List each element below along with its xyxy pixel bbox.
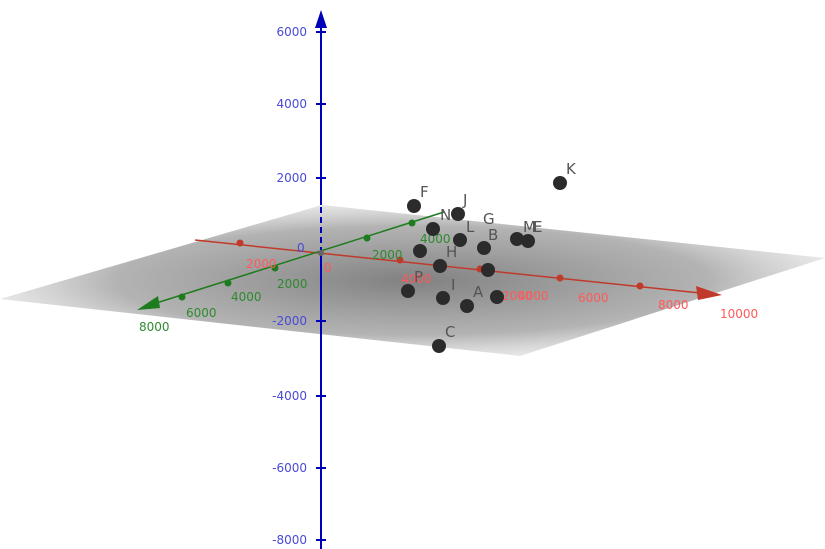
x-tick-label: 4000 bbox=[518, 289, 549, 303]
point-label-h: H bbox=[446, 243, 457, 261]
x-axis bbox=[194, 239, 722, 300]
point-label-b: B bbox=[488, 226, 498, 244]
point-n[interactable] bbox=[426, 222, 440, 236]
x-axis-arrow bbox=[696, 286, 722, 300]
point-i[interactable] bbox=[436, 291, 450, 305]
y-axis-point bbox=[271, 264, 279, 272]
point-label-g: G bbox=[483, 210, 495, 228]
z-origin-label: 0 bbox=[297, 241, 305, 255]
y-tick-label: 8000 bbox=[139, 320, 170, 334]
z-tick-label: -6000 bbox=[272, 461, 307, 475]
point-j[interactable] bbox=[451, 207, 465, 221]
point-label-j: J bbox=[462, 191, 467, 209]
z-tick-label: -4000 bbox=[272, 389, 307, 403]
y-tick-label: 6000 bbox=[186, 306, 217, 320]
point-h[interactable] bbox=[433, 259, 447, 273]
point-label-a: A bbox=[473, 283, 484, 301]
x-axis-point bbox=[636, 282, 644, 290]
z-axis-arrow bbox=[315, 10, 327, 28]
point-unlabeled[interactable] bbox=[481, 263, 495, 277]
xy-plane bbox=[0, 205, 825, 356]
point-e[interactable] bbox=[521, 234, 535, 248]
y-tick-label: 4000 bbox=[231, 290, 262, 304]
y-axis-point bbox=[224, 279, 232, 287]
z-axis bbox=[315, 10, 327, 549]
point-label-n: N bbox=[440, 206, 451, 224]
z-tick-label: -2000 bbox=[272, 314, 307, 328]
z-tick-label: 2000 bbox=[276, 171, 307, 185]
y-axis-arrow bbox=[137, 296, 160, 310]
point-label-p: P bbox=[414, 268, 423, 286]
point-f[interactable] bbox=[407, 199, 421, 213]
x-tick-label-near: 4000 bbox=[401, 272, 432, 286]
point-k[interactable] bbox=[553, 176, 567, 190]
origin-point bbox=[318, 250, 324, 256]
y-tick-label: 2000 bbox=[277, 277, 308, 291]
x-tick-label: 8000 bbox=[658, 298, 689, 312]
point-p[interactable] bbox=[401, 284, 415, 298]
z-tick-label: 6000 bbox=[276, 25, 307, 39]
y-tick-label-back: 2000 bbox=[372, 248, 403, 262]
data-points: K F JN GL ME B H P I A C bbox=[401, 160, 577, 353]
point-a[interactable] bbox=[460, 299, 474, 313]
y-axis bbox=[137, 211, 445, 310]
y-axis-point bbox=[408, 219, 416, 227]
point-label-c: C bbox=[445, 323, 455, 341]
y-tick-label-back: 4000 bbox=[420, 232, 451, 246]
point-b[interactable] bbox=[477, 241, 491, 255]
point-label-m: M bbox=[523, 218, 536, 236]
x-axis-point bbox=[396, 256, 404, 264]
x-tick-label: 2000 bbox=[502, 289, 533, 303]
y-axis-point bbox=[363, 234, 371, 242]
point-label-e: E bbox=[533, 218, 542, 236]
z-tick-label: 4000 bbox=[276, 97, 307, 111]
x-axis-point bbox=[236, 239, 244, 247]
x-tick-label: 10000 bbox=[720, 307, 758, 321]
point-label-k: K bbox=[566, 160, 577, 178]
point-label-l: L bbox=[466, 218, 475, 236]
y-axis-point bbox=[178, 293, 186, 301]
point-unlabeled[interactable] bbox=[490, 290, 504, 304]
point-m[interactable] bbox=[510, 232, 524, 246]
origin-label: 0 bbox=[324, 261, 332, 275]
x-tick-label: 6000 bbox=[578, 291, 609, 305]
point-l[interactable] bbox=[413, 244, 427, 258]
point-c[interactable] bbox=[432, 339, 446, 353]
point-g[interactable] bbox=[453, 233, 467, 247]
x-axis-point bbox=[556, 274, 564, 282]
z-tick-label: -8000 bbox=[272, 533, 307, 547]
point-label-i: I bbox=[451, 276, 455, 294]
x-tick-label-near: 2000 bbox=[246, 257, 277, 271]
point-label-f: F bbox=[420, 183, 429, 201]
